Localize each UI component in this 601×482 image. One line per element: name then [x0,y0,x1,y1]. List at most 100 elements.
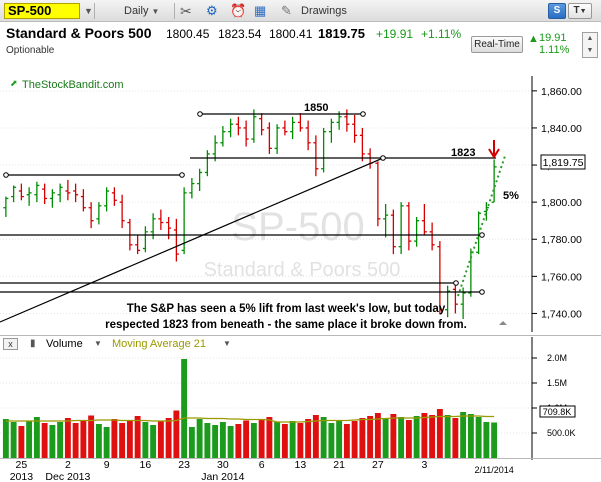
toolbar-separator [94,3,95,19]
interval-label: Daily [124,5,149,17]
volume-bar [413,416,420,458]
ohlc-bar [483,202,489,221]
ma-label: Moving Average 21 [112,338,206,350]
interval-dropdown[interactable]: Daily ▼ [124,0,159,22]
volume-bar [150,425,157,458]
volume-bar [320,417,327,458]
scroll-indicator-icon[interactable] [499,321,507,325]
volume-tick-label: 1.5M [547,378,567,388]
volume-bar [88,415,95,458]
ohlc-bar [111,187,117,206]
t-label: T [573,5,580,16]
ohlc-bar [18,183,24,201]
last-price: 1819.75 [318,26,365,41]
ohlc-bar [305,120,311,151]
volume-bar [467,414,474,458]
chevron-down-icon[interactable]: ▼ [94,339,102,348]
volume-bar [289,421,296,458]
instrument-name: Standard & Poors 500 [6,25,152,41]
ohlc-bar [220,126,226,147]
ohlc-bar [406,202,412,251]
ohlc-bar [344,109,350,132]
line-handle[interactable] [380,155,386,161]
ohlc-bar [228,118,234,138]
ohlc-bar [251,109,257,143]
ohlc-bar [359,127,365,162]
volume-bars [2,359,498,458]
real-time-button[interactable]: Real-Time [471,36,523,53]
note-line-1: The S&P has seen a 5% lift from last wee… [127,303,446,315]
chevron-down-icon: ▼ [151,7,160,16]
ohlc-bar [452,281,458,314]
ohlc-bar [297,113,303,132]
t-button[interactable]: T▼ [568,3,592,19]
line-handle[interactable] [479,232,485,238]
ohlc-bar [80,189,86,212]
projection-line[interactable] [457,155,506,297]
ohlc-bar [282,120,288,136]
ohlc-bar [142,226,148,253]
volume-bar [390,414,397,458]
volume-bar [157,421,164,458]
up-arrow-icon: ▲ [528,33,539,45]
line-handle[interactable] [179,172,185,178]
volume-axis: 2.0M1.5M1.0M500.0K [531,337,576,460]
ohlc-bar [328,118,334,143]
label-1850: 1850 [304,102,328,114]
volume-bar [444,415,451,458]
open-price: 1800.45 [166,27,210,41]
trendline[interactable] [0,157,384,323]
grid-icon[interactable]: ▦ [254,3,267,18]
arrow-head [488,148,500,159]
ohlc-bar [421,204,427,236]
low-price: 1800.41 [269,27,313,41]
volume-tick-label: 2.0M [547,353,567,363]
volume-bar [351,421,358,458]
close-icon[interactable]: x [3,338,18,350]
ohlc-bar [49,189,55,208]
ohlc-bar [189,178,195,199]
ohlc-bar [390,209,396,255]
toolbar-separator [174,3,175,19]
volume-bar [305,419,312,458]
price-chart: SP-500 Standard & Poors 500 1850 [0,76,586,332]
volume-bar [204,423,211,458]
line-handle[interactable] [3,172,9,178]
volume-readout: 709.8K [543,407,572,417]
dropdown-arrow-icon[interactable]: ▼ [84,6,93,16]
chevron-down-icon[interactable]: ▼ [223,339,231,348]
line-handle[interactable] [479,289,485,295]
header-scroll-control[interactable]: ▲ ▼ [582,32,598,58]
volume-readout-box [539,405,576,418]
month-label: Jan 2014 [201,471,244,482]
volume-chart: 2.0M1.5M1.0M500.0K 709.8K [0,335,601,460]
volume-bar [2,419,9,458]
symbol-input[interactable]: SP-500 [4,3,80,19]
tools-icon[interactable]: ✂ [180,3,192,19]
current-date-label: 2/11/2014 [474,465,513,475]
s-button[interactable]: S [548,3,566,19]
volume-bar [343,424,350,458]
line-handle[interactable] [197,111,203,117]
price-tick-label: 1,840.00 [541,123,582,135]
alarm-clock-icon[interactable]: ⏰ [230,3,247,18]
volume-bar [359,418,366,458]
line-handle[interactable] [453,280,459,286]
volume-bar [49,425,56,458]
price-readout-box [540,154,586,170]
volume-bar [64,418,71,458]
line-handle[interactable] [360,111,366,117]
pencil-icon[interactable]: ✎ [281,3,292,18]
ohlc-bar [383,204,389,238]
rt-change: 19.91 [539,32,567,44]
drawings-button[interactable]: Drawings [301,5,347,17]
volume-bar [243,420,250,458]
price-tick-label: 1,800.00 [541,197,582,209]
settings-icon[interactable]: ⚙ [206,3,218,18]
volume-bar [119,423,126,458]
day-label: 9 [104,459,110,471]
price-axis: 1,740.001,760.001,780.001,800.001,820.00… [531,76,582,332]
volume-panel-header: x ▮ Volume ▼ Moving Average 21 ▼ [0,335,601,353]
ohlc-bar [491,159,497,203]
ohlc-bar [204,150,210,177]
